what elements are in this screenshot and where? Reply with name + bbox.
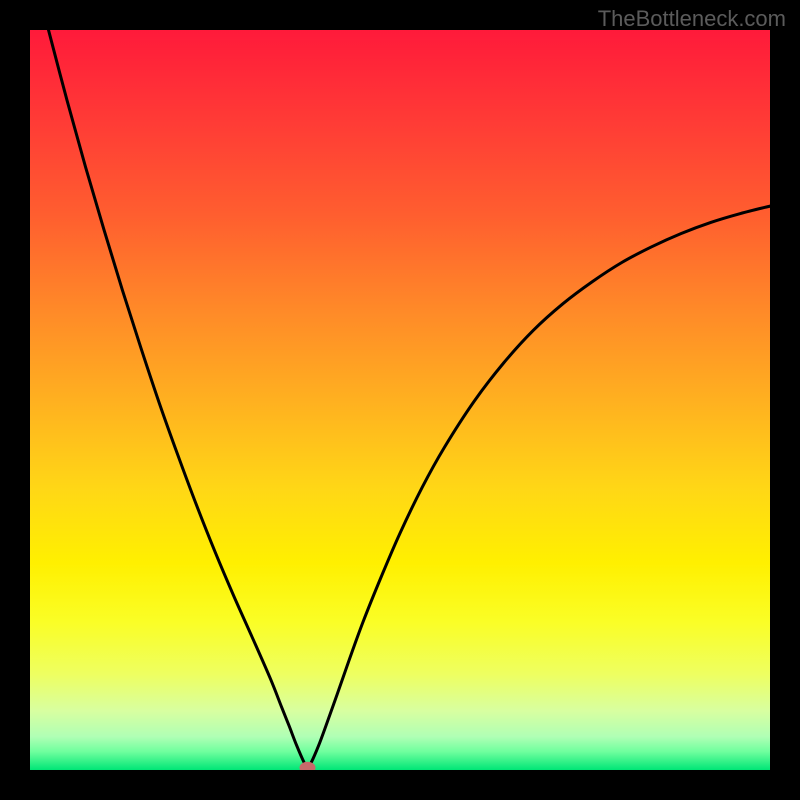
chart-svg	[0, 0, 800, 800]
bottleneck-chart: TheBottleneck.com	[0, 0, 800, 800]
watermark-text: TheBottleneck.com	[598, 6, 786, 32]
plot-background	[30, 30, 770, 770]
